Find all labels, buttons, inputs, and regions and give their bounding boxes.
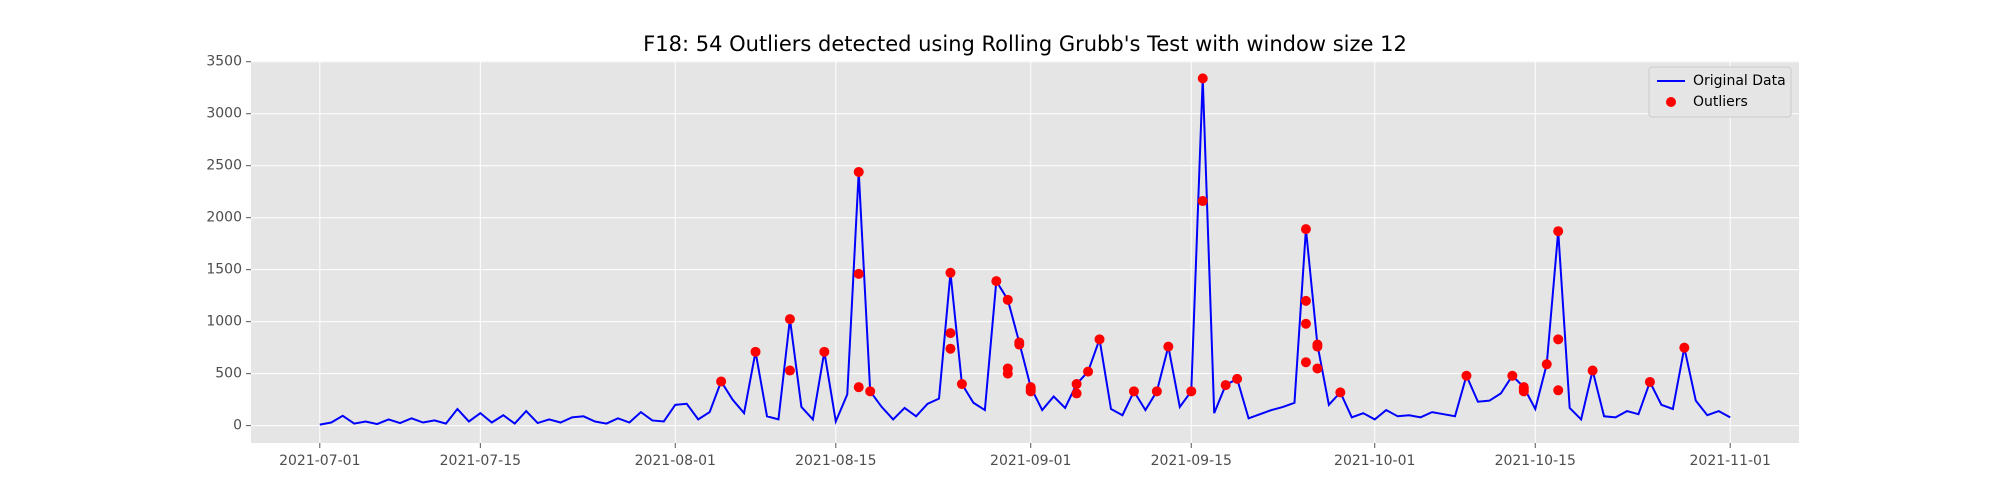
outlier-point — [1197, 196, 1208, 207]
y-tick-label: 3500 — [206, 54, 242, 70]
outlier-point — [1312, 363, 1323, 374]
outlier-point — [956, 379, 967, 390]
outlier-point — [750, 346, 761, 357]
x-tick-label: 2021-10-01 — [1334, 453, 1415, 469]
outlier-point — [1186, 386, 1197, 397]
outlier-point — [853, 382, 864, 393]
outlier-point — [1300, 318, 1311, 329]
outlier-point — [1300, 224, 1311, 235]
outlier-point — [1679, 342, 1690, 353]
x-tick-label: 2021-08-15 — [795, 453, 876, 469]
outlier-point — [784, 365, 795, 376]
y-tick-label: 2500 — [206, 158, 242, 174]
legend-box — [1648, 66, 1792, 118]
outlier-point — [945, 343, 956, 354]
outlier-point — [1220, 380, 1231, 391]
outlier-point — [1002, 368, 1013, 379]
y-tick-label: 0 — [233, 418, 242, 434]
x-tick-label: 2021-07-01 — [279, 453, 360, 469]
outlier-point — [1553, 385, 1564, 396]
outlier-point — [1232, 373, 1243, 384]
outlier-point — [1083, 366, 1094, 377]
legend-marker — [1666, 97, 1676, 107]
outlier-point — [1197, 73, 1208, 84]
y-tick-label: 500 — [215, 366, 242, 382]
outlier-point — [1163, 341, 1174, 352]
y-tick-label: 1000 — [206, 314, 242, 330]
legend-label: Outliers — [1693, 94, 1748, 110]
outlier-point — [1128, 386, 1139, 397]
outlier-point — [784, 314, 795, 325]
outlier-point — [1518, 386, 1529, 397]
outlier-point — [1151, 386, 1162, 397]
outlier-point — [1094, 334, 1105, 345]
plot-area — [251, 61, 1799, 443]
outlier-point — [1507, 370, 1518, 381]
x-tick-label: 2021-10-15 — [1495, 453, 1576, 469]
outlier-point — [1461, 370, 1472, 381]
x-tick-label: 2021-08-01 — [635, 453, 716, 469]
outlier-point — [853, 268, 864, 279]
outlier-point — [1312, 339, 1323, 350]
outlier-point — [1587, 365, 1598, 376]
chart-title: F18: 54 Outliers detected using Rolling … — [643, 32, 1407, 56]
outlier-point — [1335, 387, 1346, 398]
outlier-point — [1025, 386, 1036, 397]
outlier-point — [1002, 294, 1013, 305]
outlier-point — [1553, 334, 1564, 345]
y-tick-label: 1500 — [206, 262, 242, 278]
outlier-point — [991, 276, 1002, 287]
x-tick-label: 2021-09-01 — [990, 453, 1071, 469]
outlier-point — [865, 386, 876, 397]
y-tick-label: 3000 — [206, 106, 242, 122]
outlier-point — [716, 376, 727, 387]
x-tick-label: 2021-11-01 — [1690, 453, 1771, 469]
outlier-point — [1071, 388, 1082, 399]
outlier-point — [819, 346, 830, 357]
outlier-point — [1071, 379, 1082, 390]
outlier-point — [1300, 357, 1311, 368]
outlier-point — [853, 166, 864, 177]
outlier-point — [945, 267, 956, 278]
data-line — [319, 78, 1731, 426]
outlier-point — [1644, 376, 1655, 387]
legend-label: Original Data — [1693, 73, 1786, 89]
outlier-point — [1541, 359, 1552, 370]
outlier-point — [945, 328, 956, 339]
outlier-point — [1300, 295, 1311, 306]
outlier-point — [1014, 337, 1025, 348]
y-tick-label: 2000 — [206, 210, 242, 226]
x-tick-label: 2021-09-15 — [1151, 453, 1232, 469]
x-tick-label: 2021-07-15 — [440, 453, 521, 469]
outlier-point — [1553, 226, 1564, 237]
